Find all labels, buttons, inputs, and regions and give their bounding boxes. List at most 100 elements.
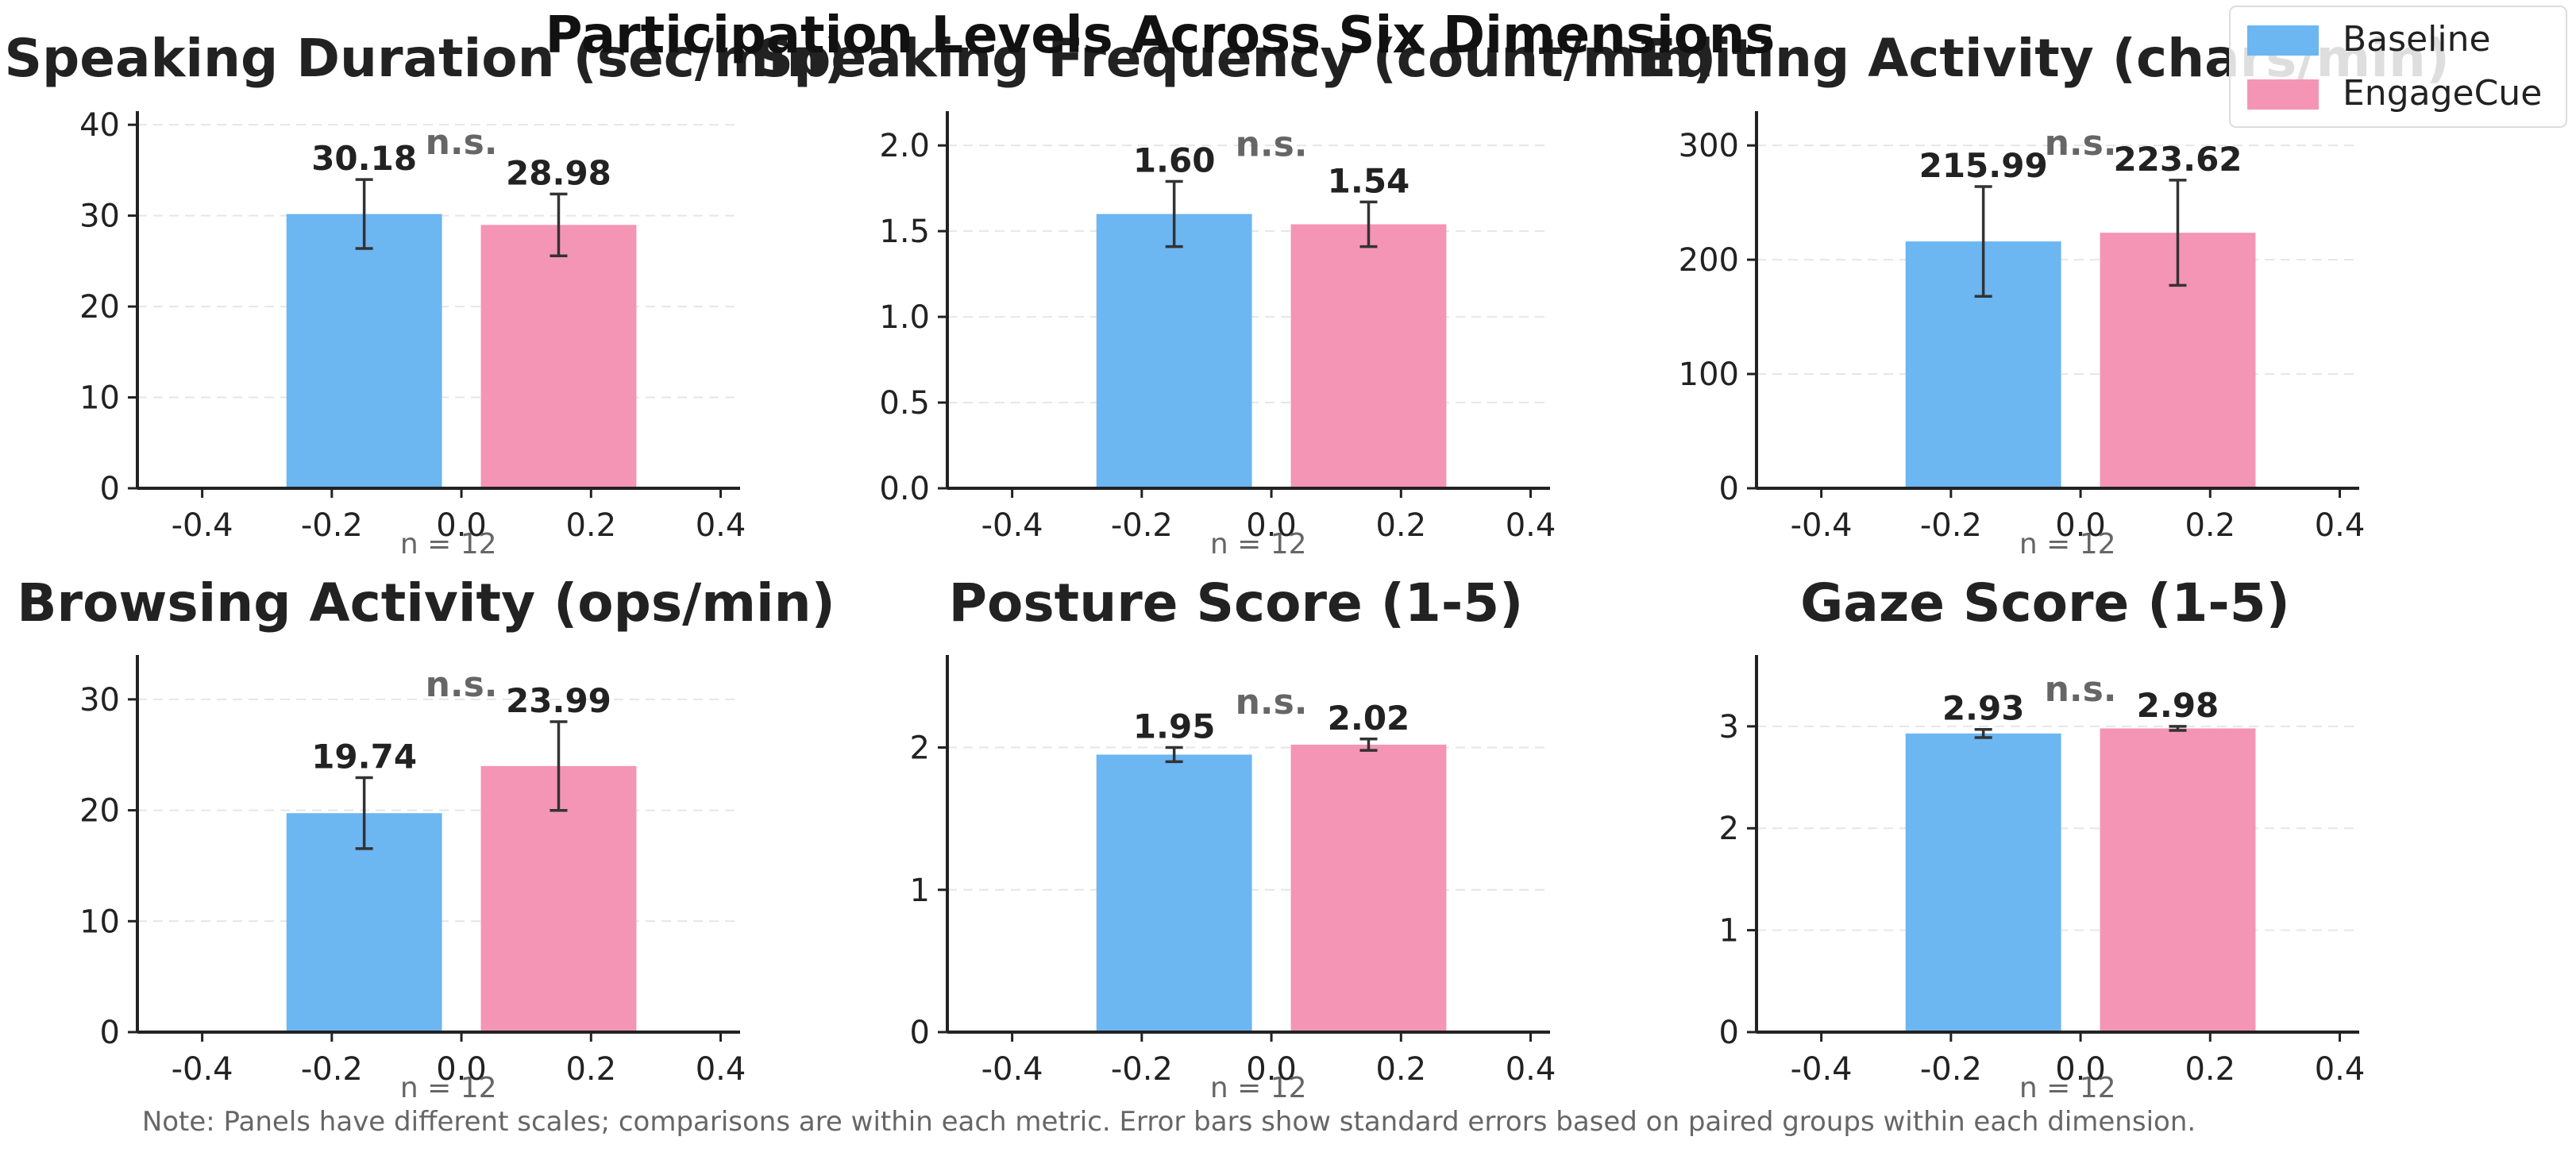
significance-label: n.s. (1236, 682, 1308, 722)
panel-title: Browsing Activity (ops/min) (17, 572, 835, 634)
x-tick-label: -0.2 (1111, 1051, 1173, 1088)
error-bar (1165, 746, 1183, 764)
x-tick-label: -0.2 (1920, 507, 1982, 544)
x-tick-label: 0.2 (565, 507, 616, 544)
y-tick-label: 0 (910, 1015, 930, 1051)
x-tick-label: 0.0 (436, 1051, 487, 1088)
x-tick-label: 0.2 (1375, 507, 1426, 544)
error-bar (1165, 179, 1183, 249)
y-tick-label: 2 (1719, 811, 1739, 847)
x-tick-label: -0.2 (301, 1051, 363, 1088)
value-label: 28.98 (506, 153, 611, 192)
x-tick-label: 0.4 (1506, 507, 1556, 544)
bar-baseline (1096, 754, 1252, 1032)
value-label: 1.54 (1328, 161, 1410, 200)
error-bar (1974, 185, 1992, 298)
value-label: 1.60 (1133, 141, 1216, 180)
panel-title: Gaze Score (1-5) (1800, 572, 2290, 634)
sample-size-label: n = 12 (2019, 1072, 2116, 1104)
y-tick-label: 20 (79, 289, 120, 326)
legend-swatch-engagecue (2247, 79, 2319, 110)
x-tick-label: 0.4 (2315, 1051, 2366, 1088)
x-tick-label: -0.4 (981, 1051, 1043, 1088)
bar-baseline (1905, 733, 2061, 1032)
value-label: 30.18 (311, 139, 417, 178)
value-label: 23.99 (506, 681, 611, 720)
x-tick-label: 0.2 (2185, 507, 2235, 544)
y-tick-label: 100 (1679, 356, 1739, 393)
bar-baseline (1096, 214, 1252, 488)
y-tick-label: 300 (1679, 128, 1739, 164)
panel-4: 19.74 23.99n.s. 0 10 20 30 -0.4 -0.2 0.0 0.2 0.4 n … (17, 572, 835, 1104)
value-label: 223.62 (2113, 140, 2242, 179)
x-tick-label: 0.4 (696, 1051, 746, 1088)
sample-size-label: n = 12 (2019, 528, 2116, 561)
x-tick-label: -0.2 (1111, 507, 1173, 544)
error-bar (355, 776, 373, 850)
legend-label-baseline: Baseline (2343, 19, 2491, 60)
y-tick-label: 10 (79, 380, 120, 417)
y-tick-label: 1 (910, 873, 930, 909)
y-tick-label: 1.0 (879, 299, 930, 336)
figure-title: Participation Levels Across Six Dimensio… (546, 6, 1776, 65)
x-tick-label: 0.0 (2055, 1051, 2106, 1088)
significance-label: n.s. (1236, 125, 1308, 165)
sample-size-label: n = 12 (1210, 1072, 1307, 1104)
y-tick-label: 30 (79, 682, 120, 719)
error-bar (1974, 727, 1992, 739)
value-label: 215.99 (1919, 146, 2048, 185)
figure-note: Note: Panels have different scales; comp… (142, 1106, 2196, 1138)
sample-size-label: n = 12 (400, 528, 497, 561)
panel-title: Speaking Duration (sec/min) (4, 28, 847, 89)
y-tick-label: 200 (1679, 242, 1739, 279)
x-tick-label: -0.2 (301, 507, 363, 544)
significance-label: n.s. (2045, 669, 2117, 710)
significance-label: n.s. (426, 122, 498, 163)
x-tick-label: 0.0 (2055, 507, 2106, 544)
panel-title: Posture Score (1-5) (949, 572, 1524, 634)
error-bar (2169, 179, 2187, 287)
significance-label: n.s. (2045, 123, 2117, 164)
y-tick-label: 2.0 (879, 128, 930, 164)
error-bar (550, 720, 568, 812)
error-bar (550, 192, 568, 257)
y-tick-label: 20 (79, 793, 120, 830)
x-tick-label: 0.0 (1246, 1051, 1297, 1088)
sample-size-label: n = 12 (1210, 528, 1307, 561)
y-tick-label: 0 (1719, 471, 1739, 507)
y-tick-label: 0 (100, 1015, 120, 1051)
x-tick-label: -0.4 (1791, 507, 1853, 544)
error-bar (1359, 200, 1378, 249)
x-tick-label: 0.0 (1246, 507, 1297, 544)
legend-swatch-baseline (2247, 25, 2319, 56)
bar-engagecue (1290, 744, 1447, 1032)
y-tick-label: 0.5 (879, 385, 930, 422)
legend: Baseline EngageCue (2229, 6, 2567, 128)
y-tick-label: 30 (79, 198, 120, 235)
x-tick-label: 0.2 (565, 1051, 616, 1088)
bar-engagecue (2100, 728, 2256, 1032)
panel-title: Speaking Frequency (count/min) (756, 28, 1717, 89)
bar-baseline (286, 214, 442, 488)
x-tick-label: -0.4 (1791, 1051, 1853, 1088)
value-label: 2.98 (2137, 686, 2219, 725)
x-tick-label: -0.4 (981, 507, 1043, 544)
panel-1: 30.18 28.98n.s. 0 10 20 30 40 -0.4 -0.2 0.0 0.2 0.4… (4, 28, 847, 561)
value-label: 1.95 (1133, 707, 1216, 746)
x-tick-label: -0.4 (172, 1051, 233, 1088)
x-tick-label: -0.4 (172, 507, 233, 544)
y-tick-label: 1.5 (879, 214, 930, 250)
error-bar (2169, 725, 2187, 732)
y-tick-label: 0.0 (879, 471, 930, 507)
value-label: 2.93 (1942, 689, 2025, 728)
error-bar (355, 178, 373, 250)
x-tick-label: 0.2 (1375, 1051, 1426, 1088)
x-tick-label: 0.2 (2185, 1051, 2235, 1088)
y-tick-label: 1 (1719, 913, 1739, 950)
panel-2: 1.60 1.54 n.s. 0.0 0.5 1.0 1.5 2.0 -0.4 -0.2 0.0 0.… (756, 28, 1717, 561)
x-tick-label: 0.4 (1506, 1051, 1556, 1088)
sample-size-label: n = 12 (400, 1072, 497, 1104)
